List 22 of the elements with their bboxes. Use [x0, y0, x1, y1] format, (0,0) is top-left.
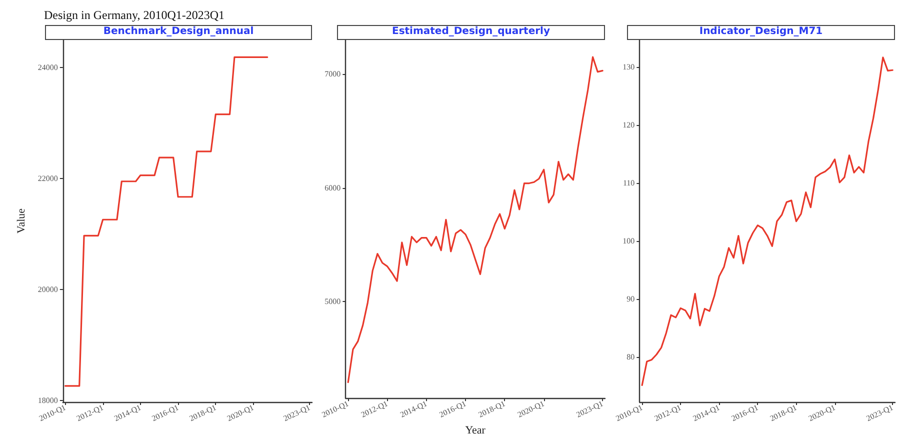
y-tick-label: 90 — [626, 294, 635, 304]
y-tick-label: 130 — [622, 62, 635, 72]
y-tick-label: 80 — [626, 352, 635, 362]
y-tick-label: 24000 — [38, 63, 58, 72]
y-tick-label: 120 — [622, 120, 635, 130]
y-tick-label: 20000 — [38, 284, 58, 294]
y-tick-label: 18000 — [38, 396, 58, 405]
y-tick-label: 5000 — [324, 297, 341, 306]
line-series — [641, 56, 894, 386]
y-tick-label: 22000 — [38, 174, 58, 184]
y-tick-label: 100 — [622, 236, 635, 246]
y-tick-label: 7000 — [324, 70, 341, 79]
text: Design in Germany, 2010Q1-2023Q1 — [44, 8, 225, 22]
line-series — [347, 56, 604, 384]
chart-title: Indicator_Design_M71 — [627, 25, 895, 40]
y-tick-label: 6000 — [324, 183, 341, 192]
x-axis-title: Year — [465, 424, 486, 436]
line-series — [64, 56, 268, 387]
chart-title: Estimated_Design_quarterly — [337, 25, 605, 40]
y-axis-title: Value — [16, 208, 28, 234]
chart-title: Benchmark_Design_annual — [45, 25, 312, 40]
y-tick-label: 110 — [622, 178, 635, 188]
